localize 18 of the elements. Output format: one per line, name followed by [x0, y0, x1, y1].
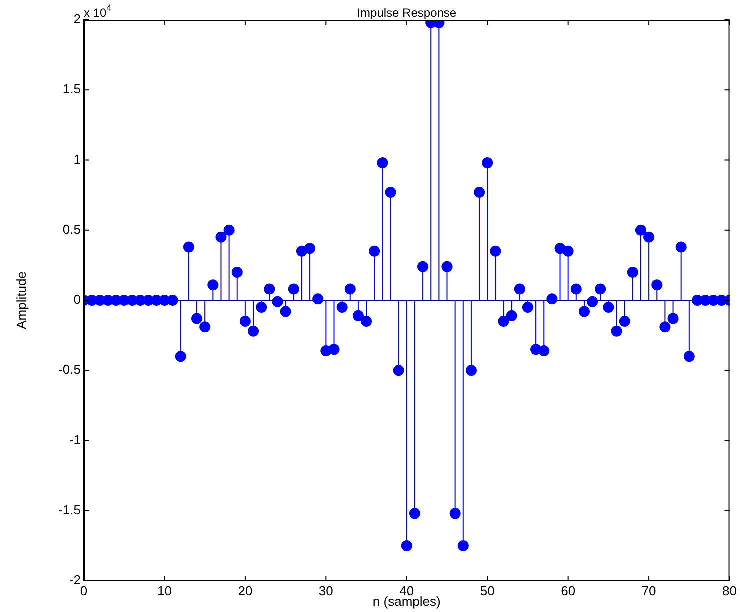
y-tick-label: -0.5 — [58, 362, 81, 378]
y-tick-label: -1 — [69, 432, 81, 448]
x-tick-label: 20 — [238, 583, 253, 598]
chart-title: Impulse Response — [357, 6, 457, 20]
y-tick-label: 0 — [74, 292, 81, 308]
y-tick-label: 1 — [74, 152, 81, 167]
x-tick-label: 60 — [561, 583, 576, 598]
y-tick-label: 0.5 — [62, 222, 81, 237]
y-tick-label: 2 — [74, 12, 81, 27]
y-axis-title: Amplitude — [14, 272, 29, 330]
x-tick-label: 80 — [722, 583, 738, 598]
y-tick-label: 1.5 — [62, 82, 81, 97]
y-tick-label: -2 — [69, 572, 81, 588]
x-tick-label: 30 — [318, 583, 334, 598]
x-tick-label: 70 — [642, 583, 656, 598]
x-tick-label: 10 — [157, 583, 172, 598]
y-tick-label: -1.5 — [58, 502, 81, 518]
x-tick-label: 50 — [480, 583, 495, 598]
